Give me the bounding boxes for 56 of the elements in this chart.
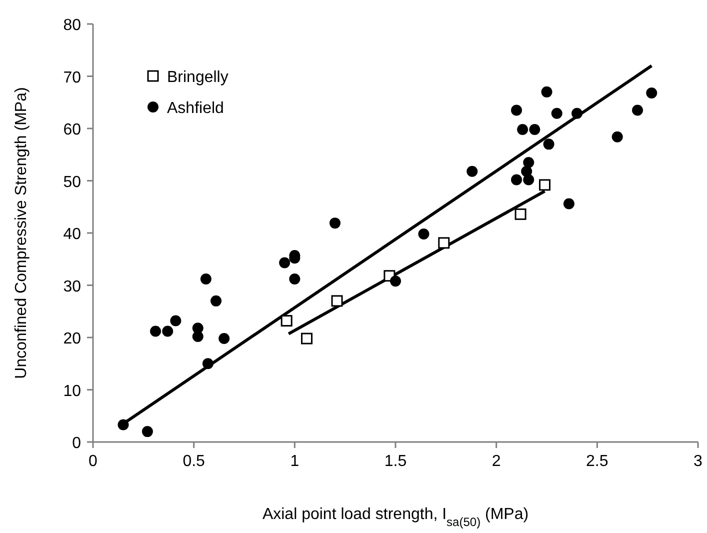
point bbox=[438, 237, 450, 249]
y-tick-label: 80 bbox=[63, 17, 82, 34]
y-tick-label: 20 bbox=[63, 330, 82, 348]
y-tick-label: 70 bbox=[63, 69, 82, 86]
point bbox=[289, 273, 300, 284]
x-tick-label: 2 bbox=[492, 453, 501, 470]
point bbox=[218, 333, 230, 344]
point bbox=[200, 273, 212, 284]
point bbox=[511, 174, 522, 186]
point bbox=[202, 358, 214, 370]
point bbox=[646, 87, 658, 98]
point bbox=[192, 330, 204, 342]
y-tick-label: 10 bbox=[63, 382, 82, 400]
y-tick-label: 60 bbox=[63, 122, 82, 138]
point bbox=[390, 276, 401, 287]
point bbox=[563, 198, 574, 210]
legend-label: Bringelly bbox=[167, 69, 228, 86]
y-tick-label: 40 bbox=[63, 226, 82, 243]
point bbox=[466, 166, 478, 177]
point bbox=[142, 426, 153, 438]
point bbox=[279, 257, 290, 268]
legend-label: Ashfield bbox=[167, 100, 224, 117]
point bbox=[511, 104, 522, 116]
point bbox=[517, 124, 528, 136]
y-tick-label: 0 bbox=[72, 435, 82, 452]
point bbox=[162, 326, 174, 337]
point bbox=[632, 104, 643, 116]
point bbox=[170, 315, 182, 326]
point bbox=[280, 315, 292, 327]
x-tick-label: 3 bbox=[694, 453, 703, 470]
x-tick-label: 0.5 bbox=[182, 453, 206, 470]
point bbox=[514, 208, 526, 220]
point bbox=[418, 228, 430, 240]
point bbox=[331, 295, 343, 307]
x-tick-label: 1 bbox=[290, 453, 300, 470]
point bbox=[572, 108, 582, 119]
point bbox=[543, 138, 554, 150]
point bbox=[301, 332, 313, 344]
point bbox=[529, 124, 540, 136]
y-axis-title: Unconfined Compressive Strength (MPa) bbox=[13, 87, 30, 379]
x-tick-label: 2.5 bbox=[586, 453, 608, 470]
point bbox=[210, 295, 222, 306]
x-tick-label: 0 bbox=[88, 453, 98, 470]
point bbox=[541, 86, 552, 98]
x-tick-label: 1.5 bbox=[384, 453, 407, 470]
y-tick-label: 50 bbox=[63, 174, 82, 191]
point bbox=[523, 156, 534, 168]
point bbox=[538, 179, 550, 191]
point bbox=[551, 108, 562, 119]
point bbox=[523, 174, 534, 186]
y-tick-label: 30 bbox=[63, 278, 82, 296]
point bbox=[118, 419, 129, 430]
point bbox=[330, 218, 340, 229]
point bbox=[150, 326, 162, 337]
point bbox=[612, 131, 623, 142]
x-axis-title: Axial point load strength, I$_{sa(50)}$ (MPa) bbox=[262, 506, 529, 529]
